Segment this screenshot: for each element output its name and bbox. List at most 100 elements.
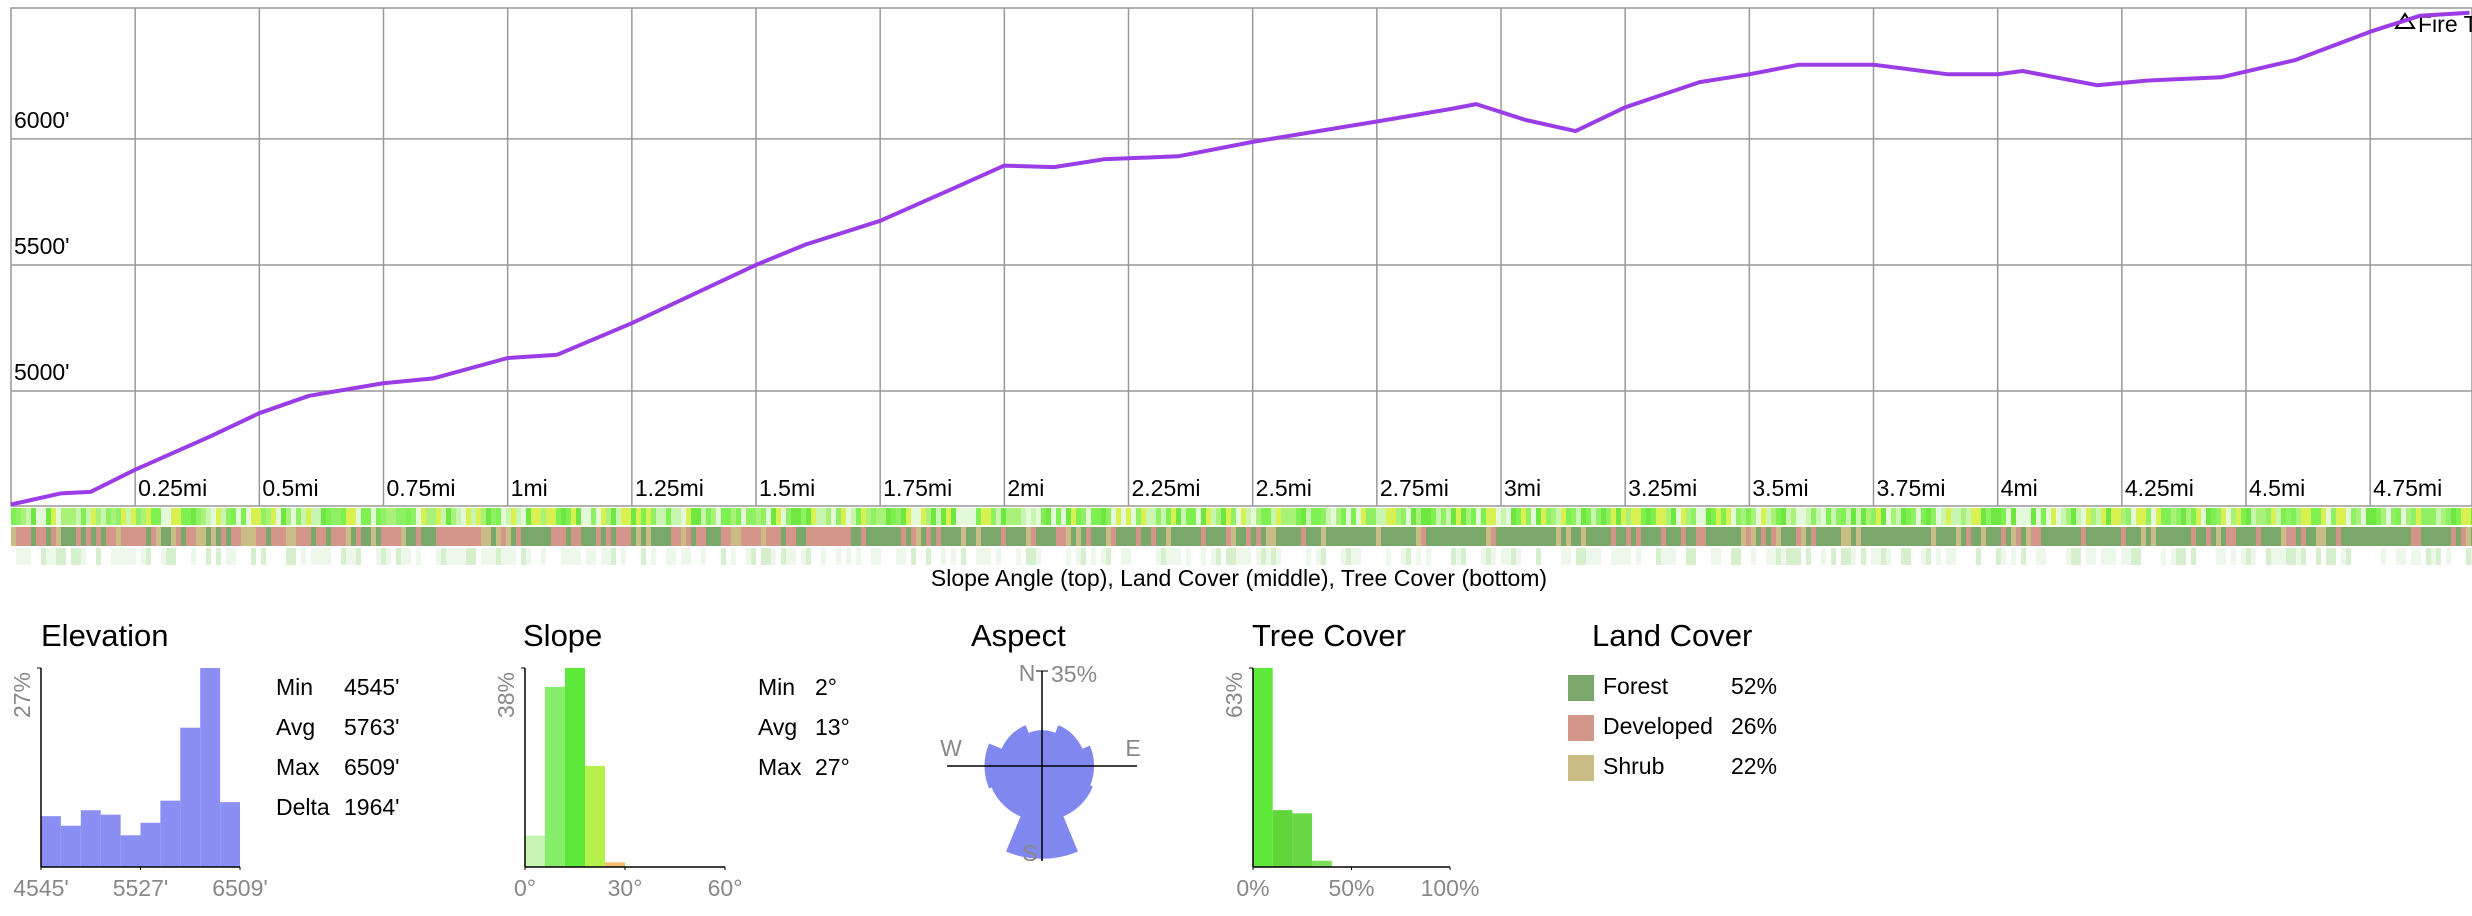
treecover-cell	[1141, 548, 1146, 565]
slope-cell	[746, 508, 751, 525]
treecover-cell	[1526, 548, 1531, 565]
slope-cell	[411, 508, 416, 525]
landcover-cell	[456, 527, 461, 546]
slope-cell	[1231, 508, 1236, 525]
treecover-cell	[2016, 548, 2021, 565]
landcover-cell	[181, 527, 186, 546]
treecover-cell	[2086, 548, 2091, 565]
landcover-cell	[1521, 527, 1526, 546]
slope-cell	[2191, 508, 2196, 525]
landcover-cell	[86, 527, 91, 546]
landcover-cell	[881, 527, 886, 546]
slope-cell	[776, 508, 781, 525]
landcover-cell	[266, 527, 271, 546]
landcover-cell	[2331, 527, 2336, 546]
slope-cell	[1131, 508, 1136, 525]
landcover-cell	[1976, 527, 1981, 546]
slope-cell	[71, 508, 76, 525]
treecover-cell	[976, 548, 981, 565]
treecover-cell	[266, 548, 271, 565]
treecover-cell	[276, 548, 281, 565]
treecover-cell	[511, 548, 516, 565]
direction-label: N	[1019, 660, 1036, 686]
treecover-cell	[466, 548, 471, 565]
treecover-cell	[661, 548, 666, 565]
treecover-cell	[1581, 548, 1586, 565]
landcover-cell	[971, 527, 976, 546]
treecover-cell	[516, 548, 521, 565]
treecover-cell	[1921, 548, 1926, 565]
treecover-cell	[56, 548, 61, 565]
landcover-cell	[1256, 527, 1261, 546]
treecover-cell	[481, 548, 486, 565]
bar	[41, 816, 61, 867]
landcover-cell	[351, 527, 356, 546]
landcover-cell	[1746, 527, 1751, 546]
treecover-cell	[371, 548, 376, 565]
treecover-cell	[436, 548, 441, 565]
treecover-cell	[2311, 548, 2316, 565]
landcover-cell	[1401, 527, 1406, 546]
slope-cell	[536, 508, 541, 525]
slope-cell	[1361, 508, 1366, 525]
landcover-cell	[1666, 527, 1671, 546]
landcover-cell	[1721, 527, 1726, 546]
slope-cell	[911, 508, 916, 525]
landcover-cell	[2206, 527, 2211, 546]
slope-cell	[1596, 508, 1601, 525]
slope-cell	[2146, 508, 2151, 525]
landcover-cell	[916, 527, 921, 546]
landcover-cell	[501, 527, 506, 546]
treecover-cell	[686, 548, 691, 565]
landcover-cell	[731, 527, 736, 546]
legend-value: 22%	[1731, 753, 1777, 779]
slope-cell	[1066, 508, 1071, 525]
stat-value: 6509'	[344, 754, 400, 780]
treecover-cell	[696, 548, 701, 565]
x-tick-label: 1.5mi	[759, 475, 815, 501]
treecover-cell	[836, 548, 841, 565]
slope-cell	[2166, 508, 2171, 525]
treecover-cell	[886, 548, 891, 565]
slope-cell	[2271, 508, 2276, 525]
slope-cell	[986, 508, 991, 525]
slope-cell	[641, 508, 646, 525]
landcover-cell	[746, 527, 751, 546]
landcover-cell	[2346, 527, 2351, 546]
landcover-cell	[1606, 527, 1611, 546]
treecover-cell	[2276, 548, 2281, 565]
landcover-cell	[306, 527, 311, 546]
treecover-cell	[871, 548, 876, 565]
slope-cell	[1421, 508, 1426, 525]
treecover-cell	[591, 548, 596, 565]
treecover-cell	[1256, 548, 1261, 565]
treecover-cell	[1481, 548, 1486, 565]
slope-cell	[1891, 508, 1896, 525]
slope-cell	[2361, 508, 2366, 525]
slope-cell	[1301, 508, 1306, 525]
treecover-cell	[1376, 548, 1381, 565]
treecover-cell	[2231, 548, 2236, 565]
landcover-cell	[2291, 527, 2296, 546]
slope-cell	[666, 508, 671, 525]
slope-cell	[2231, 508, 2236, 525]
treecover-cell	[1751, 548, 1756, 565]
treecover-cell	[2446, 548, 2451, 565]
slope-cell	[901, 508, 906, 525]
landcover-cell	[1466, 527, 1471, 546]
treecover-cell	[186, 548, 191, 565]
slope-cell	[1106, 508, 1111, 525]
slope-cell	[2211, 508, 2216, 525]
slope-cell	[1696, 508, 1701, 525]
slope-cell	[996, 508, 1001, 525]
treecover-cell	[726, 548, 731, 565]
landcover-cell	[1211, 527, 1216, 546]
landcover-cell	[361, 527, 366, 546]
landcover-cell	[376, 527, 381, 546]
legend-label: Forest	[1603, 673, 1669, 699]
landcover-cell	[701, 527, 706, 546]
landcover-cell	[761, 527, 766, 546]
landcover-cell	[1251, 527, 1256, 546]
treecover-cell	[1876, 548, 1881, 565]
slope-cell	[281, 508, 286, 525]
